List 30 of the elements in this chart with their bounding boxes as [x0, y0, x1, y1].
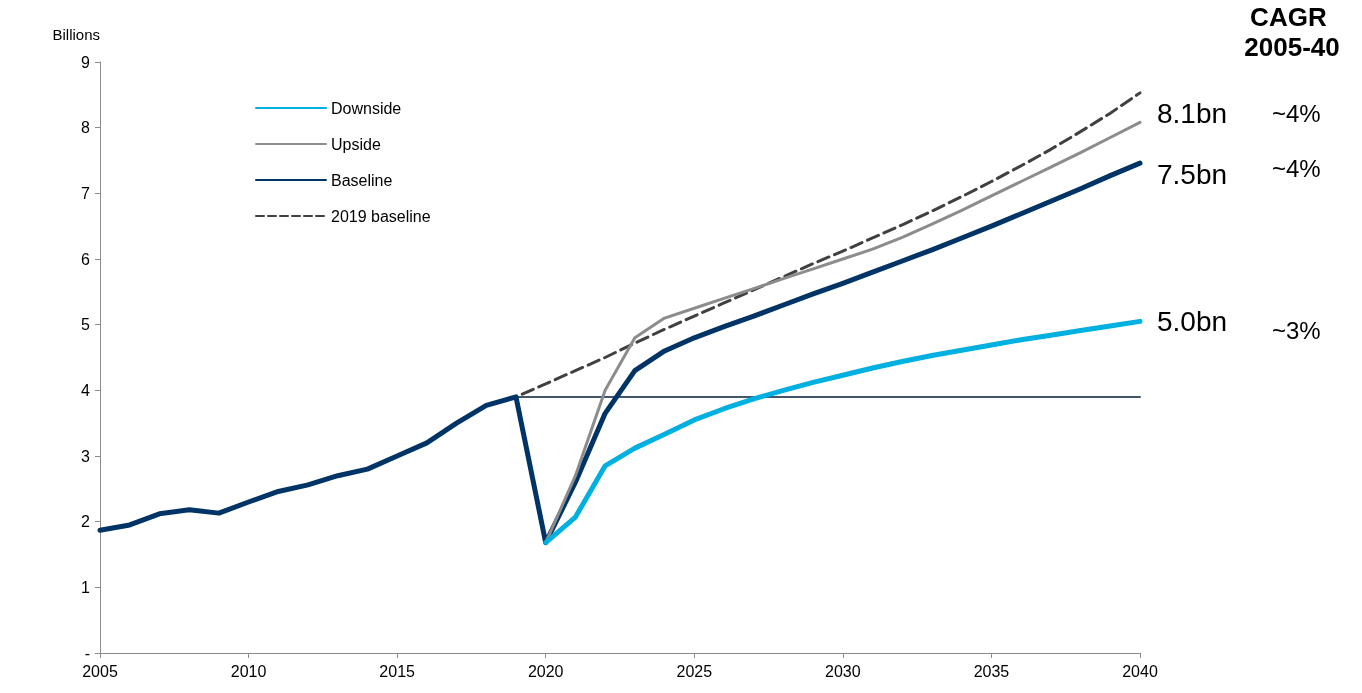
y-tick-label: 8 [81, 119, 91, 137]
y-tick-label: 3 [81, 447, 91, 465]
legend-label: Baseline [331, 171, 393, 189]
text: ~4% [1272, 99, 1321, 127]
text: 7.5bn [1157, 158, 1228, 190]
x-tick-label: 2025 [676, 662, 713, 680]
y-axis-title: Billions [52, 26, 100, 43]
x-tick-label: 2035 [973, 662, 1010, 680]
x-tick-label: 2005 [82, 662, 118, 680]
text: ~3% [1272, 316, 1321, 344]
y-tick-label: 1 [81, 578, 91, 596]
y-tick-label: 7 [81, 184, 91, 202]
x-tick-label: 2040 [1122, 662, 1158, 680]
legend-label: Downside [331, 99, 402, 117]
y-tick-label: 5 [81, 316, 91, 334]
text: ~4% [1272, 154, 1321, 182]
y-tick-label: 4 [81, 381, 91, 399]
y-tick-label: 2 [81, 513, 91, 531]
x-tick-label: 2010 [230, 662, 267, 680]
y-tick-label: 9 [81, 53, 91, 71]
text: CAGR 2005-40 [1244, 2, 1340, 62]
text: 8.1bn [1157, 97, 1228, 129]
x-tick-label: 2020 [527, 662, 564, 680]
y-tick-label: - [84, 644, 90, 662]
legend-label: 2019 baseline [331, 207, 431, 225]
legend-label: Upside [331, 135, 381, 153]
x-tick-label: 2015 [379, 662, 416, 680]
text: 5.0bn [1157, 305, 1228, 337]
y-tick-label: 6 [81, 250, 91, 268]
x-tick-label: 2030 [825, 662, 861, 680]
